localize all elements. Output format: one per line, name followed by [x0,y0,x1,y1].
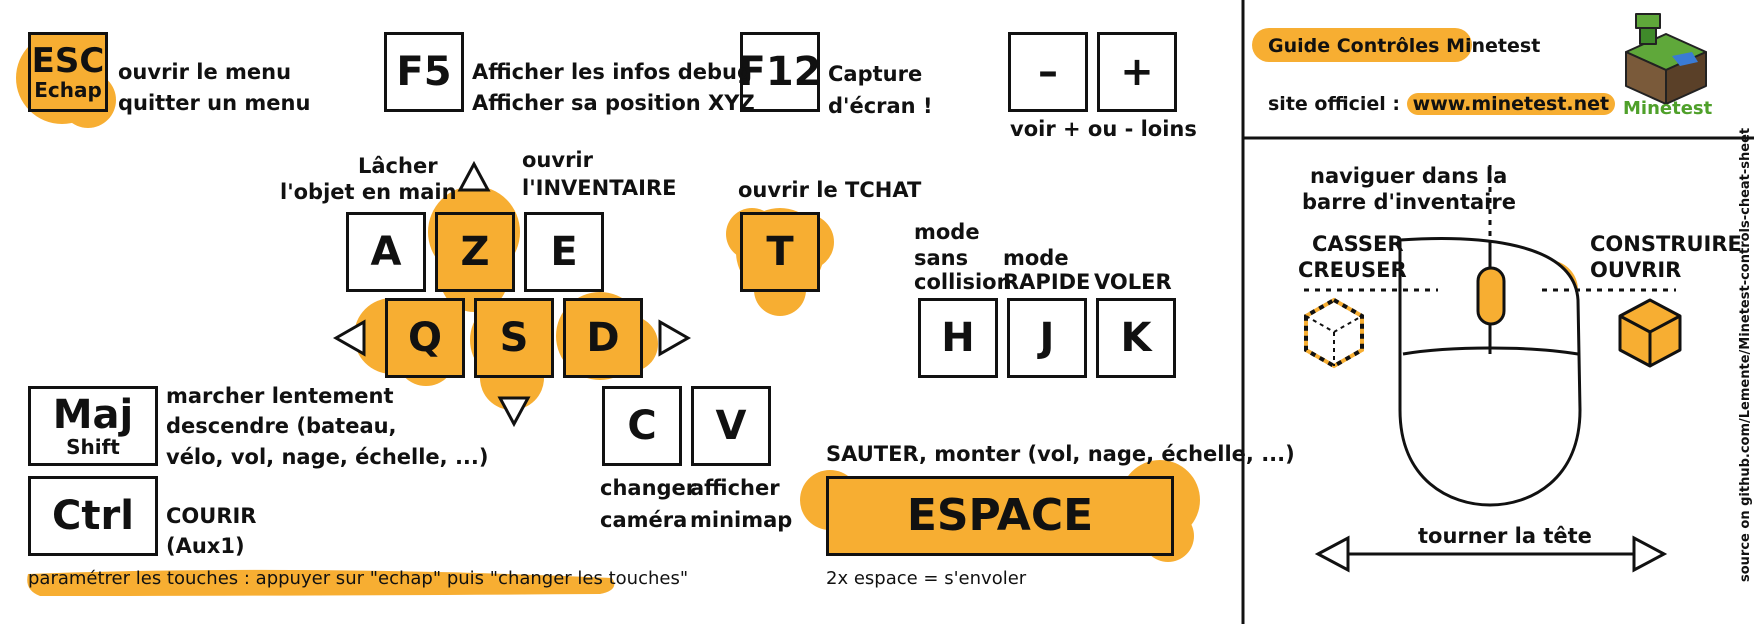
arrow-left-icon [332,319,366,357]
fly-desc: VOLER [1094,270,1172,294]
minetest-logo-label: Minetest [1623,98,1713,119]
f5-desc-line-2: Afficher sa position XYZ [472,91,755,115]
key-esc-label: ESC [31,41,105,81]
key-q-label: Q [407,315,442,361]
drop-desc-line-2: l'objet en main [280,180,457,204]
fast-desc-line-1: mode [1003,246,1069,270]
left-click-desc-line-2: CREUSER [1298,258,1407,282]
key-k[interactable]: K [1096,298,1176,378]
double-jump-desc: 2x espace = s'envoler [826,568,1027,589]
key-v-label: V [715,403,747,449]
source-credit: source on github.com/Lemente/Minetest-co… [1738,127,1753,582]
key-j[interactable]: J [1007,298,1087,378]
wheel-desc-line-1: naviguer dans la [1310,164,1508,188]
run-desc-line-2: (Aux1) [166,534,245,558]
key-f12[interactable]: F12 [738,32,822,112]
key-e[interactable]: E [524,212,604,292]
official-site: site officiel : www.minetest.net [1268,90,1616,119]
wheel-desc-line-2: barre d'inventaire [1302,190,1516,214]
key-h-label: H [941,315,975,361]
key-espace[interactable]: ESPACE [826,476,1174,556]
key-ctrl[interactable]: Ctrl [28,476,158,556]
key-maj-label: Maj [52,392,134,438]
camera-desc-line-1: changer [600,476,697,500]
noclip-desc-line-2: sans [914,246,969,270]
f12-desc-line-1: Capture [828,62,923,86]
key-maj-sublabel: Shift [66,435,120,459]
right-click-desc-line-1: CONSTRUIRE [1590,232,1742,256]
arrow-right-icon [658,319,692,357]
key-t[interactable]: T [740,212,820,292]
drop-desc-line-1: Lâcher [358,154,438,178]
noclip-desc-line-1: mode [914,220,980,244]
key-s[interactable]: S [474,298,554,378]
key-esc[interactable]: ESC Echap [28,32,108,112]
key-c[interactable]: C [602,386,682,466]
official-site-label: site officiel : [1268,93,1407,115]
key-f12-label: F12 [738,49,822,95]
key-z-label: Z [460,229,490,275]
key-espace-label: ESPACE [906,490,1094,541]
minimap-desc-line-1: afficher [690,476,780,500]
arrow-up-icon [457,160,491,192]
break-block-icon [1304,297,1364,369]
turn-head-desc: tourner la tête [1418,524,1592,548]
key-c-label: C [627,403,657,449]
chat-desc: ouvrir le TCHAT [738,178,922,202]
minimap-desc-line-2: minimap [690,508,793,532]
sneak-desc-line-2: descendre (bateau, [166,414,397,438]
key-v[interactable]: V [691,386,771,466]
left-click-desc-line-1: CASSER [1312,232,1404,256]
esc-desc-line-2: quitter un menu [118,91,311,115]
key-d[interactable]: D [563,298,643,378]
run-desc-line-1: COURIR [166,504,257,528]
noclip-desc-line-3: collision [914,270,1012,294]
key-ctrl-label: Ctrl [52,493,134,539]
guide-title: Guide Contrôles Minetest [1268,35,1541,57]
sneak-desc-line-3: vélo, vol, nage, échelle, ...) [166,445,489,469]
jump-desc: SAUTER, monter (vol, nage, échelle, ...) [826,442,1295,466]
key-a[interactable]: A [346,212,426,292]
esc-desc-line-1: ouvrir le menu [118,60,292,84]
key-d-label: D [586,315,620,361]
key-k-label: K [1120,315,1152,361]
turn-head-arrow-icon [1314,535,1668,573]
key-minus-label: – [1038,49,1058,95]
key-f5-label: F5 [396,49,452,95]
settings-hint: paramétrer les touches : appuyer sur "ec… [28,568,689,589]
place-block-icon [1618,298,1682,368]
f5-desc-line-1: Afficher les infos debug [472,60,753,84]
key-f5[interactable]: F5 [384,32,464,112]
key-t-label: T [766,229,794,275]
key-esc-sublabel: Echap [34,78,102,102]
key-maj[interactable]: Maj Shift [28,386,158,466]
mouse-icon [1304,165,1676,507]
key-h[interactable]: H [918,298,998,378]
key-plus-label: + [1120,49,1154,95]
key-s-label: S [499,315,529,361]
key-minus[interactable]: – [1008,32,1088,112]
official-site-link[interactable]: www.minetest.net [1406,93,1616,115]
minetest-logo-icon [1625,13,1707,105]
sneak-desc-line-1: marcher lentement [166,384,394,408]
key-z[interactable]: Z [435,212,515,292]
key-e-label: E [550,229,578,275]
arrow-down-icon [497,396,531,428]
key-a-label: A [370,229,402,275]
right-click-desc-line-2: OUVRIR [1590,258,1682,282]
key-q[interactable]: Q [385,298,465,378]
zoom-desc: voir + ou - loins [1010,117,1197,141]
camera-desc-line-2: caméra [600,508,688,532]
key-plus[interactable]: + [1097,32,1177,112]
f12-desc-line-2: d'écran ! [828,94,933,118]
inventory-desc-line-2: l'INVENTAIRE [522,176,677,200]
key-j-label: J [1039,315,1055,361]
fast-desc-line-2: RAPIDE [1003,270,1091,294]
inventory-desc-line-1: ouvrir [522,148,593,172]
